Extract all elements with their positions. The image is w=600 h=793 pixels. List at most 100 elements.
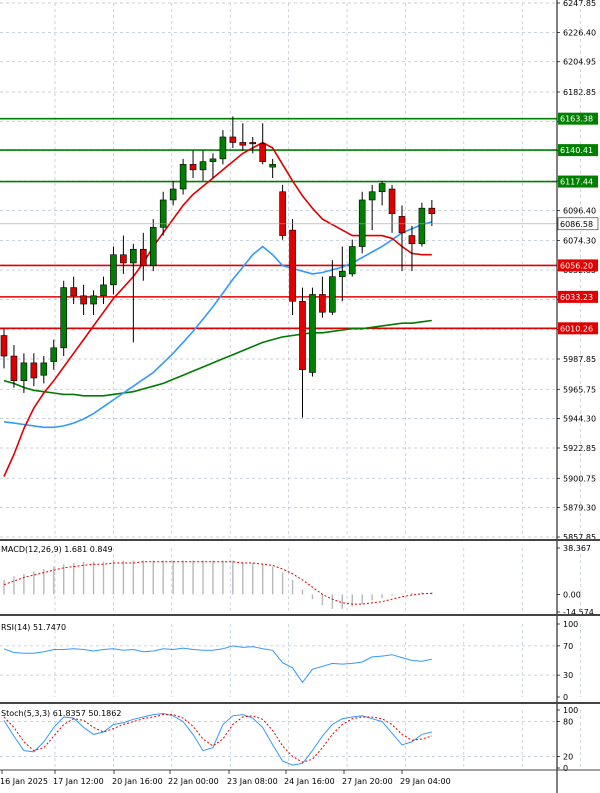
y-tick-label: 5944.30 <box>563 415 596 424</box>
candle <box>159 191 167 236</box>
candle <box>348 239 356 277</box>
level-label: 6117.44 <box>560 178 593 187</box>
y-tick-label: 38.367 <box>563 544 591 553</box>
candle-body <box>90 295 97 305</box>
candle <box>179 158 187 195</box>
x-axis: 16 Jan 2025 17 Jan 12:00 20 Jan 16:00 22 Ja… <box>0 770 451 786</box>
level-label: 6056.20 <box>560 261 593 270</box>
candle <box>10 345 18 388</box>
candle-body <box>179 164 187 190</box>
level-label: 6140.41 <box>560 146 593 155</box>
candle <box>189 150 197 179</box>
candle-body <box>348 246 356 275</box>
y-tick-label: 5922.85 <box>563 444 596 453</box>
candle-body <box>0 335 8 357</box>
stoch-panel: Stoch(5,3,3) 61.8357 50.1862 100 80 20 0 <box>0 706 600 773</box>
macd-label: MACD(12,26,9) 1.681 0.849 <box>1 545 113 554</box>
y-tick-label: 6204.95 <box>563 58 596 67</box>
candle <box>289 219 296 315</box>
candle <box>120 235 127 274</box>
candle-body <box>80 295 87 305</box>
candle-body <box>30 362 38 379</box>
y-tick-label: 6182.85 <box>563 88 596 97</box>
candle-body <box>120 254 127 264</box>
candle-body <box>100 284 107 297</box>
candle-body <box>249 142 257 145</box>
level-label: 6033.23 <box>560 293 593 302</box>
candle-body <box>259 143 267 162</box>
candle-body <box>60 287 68 349</box>
macd-signal-line <box>3 561 432 605</box>
candle <box>329 260 336 315</box>
candle <box>368 184 376 231</box>
candle <box>199 150 207 181</box>
candle-body <box>239 142 247 146</box>
candle <box>428 199 436 226</box>
candle <box>338 246 346 302</box>
candle <box>398 205 406 272</box>
candle-body <box>368 191 376 201</box>
stoch-signal-line <box>3 714 432 763</box>
level-tag <box>558 290 598 303</box>
candle-body <box>209 158 217 162</box>
candle-body <box>229 136 237 143</box>
y-tick-label: 100 <box>563 620 578 629</box>
candle <box>219 130 227 165</box>
candle-body <box>130 248 137 264</box>
candle-body <box>299 300 306 371</box>
y-tick-label: 5987.85 <box>563 355 596 364</box>
rsi-label: RSI(14) 51.7470 <box>1 623 66 632</box>
candle <box>299 287 306 418</box>
candle-body <box>199 161 207 171</box>
candle <box>140 232 147 281</box>
candle <box>358 191 366 254</box>
candle <box>100 276 107 305</box>
x-tick-label: 27 Jan 20:00 <box>342 777 393 786</box>
candle-body <box>50 347 58 362</box>
y-tick-label: 0 <box>563 693 568 702</box>
candle <box>408 225 416 272</box>
candle <box>319 276 326 318</box>
candle <box>60 280 68 357</box>
candle <box>110 246 117 295</box>
candle <box>378 180 386 206</box>
current-price-label: 6086.58 <box>560 220 593 229</box>
candle-body <box>358 199 366 247</box>
current-price-tag <box>557 217 599 231</box>
y-tick-label: 80 <box>563 718 573 727</box>
level-tag <box>558 175 598 188</box>
candle <box>30 353 38 387</box>
x-tick-label: 16 Jan 2025 <box>0 777 48 786</box>
y-tick-label: 100 <box>563 706 578 715</box>
ma-long-line <box>3 319 432 397</box>
y-tick-label: 6096.40 <box>563 206 596 215</box>
candle-body <box>169 188 177 201</box>
candle <box>418 202 426 247</box>
candle-body <box>110 254 117 286</box>
candle <box>279 184 286 240</box>
candle <box>20 353 28 394</box>
candle-body <box>398 216 406 234</box>
candle-body <box>338 270 346 277</box>
candle <box>259 123 267 165</box>
candle <box>269 158 276 179</box>
candle-body <box>149 227 157 266</box>
y-tick-label: -14.574 <box>563 608 594 617</box>
y-tick-label: 5857.85 <box>563 533 596 542</box>
candle-body <box>70 287 77 297</box>
level-tag <box>558 144 598 157</box>
candle <box>0 328 8 369</box>
level-tag <box>558 322 598 335</box>
candle <box>90 290 97 315</box>
rsi-line <box>3 645 432 684</box>
candle <box>309 287 316 377</box>
candle-body <box>289 229 296 302</box>
candle-body <box>189 164 197 171</box>
stoch-main-line <box>3 712 432 766</box>
y-tick-label: 5965.75 <box>563 385 596 394</box>
x-tick-label: 20 Jan 16:00 <box>112 777 163 786</box>
candle-body <box>388 188 396 214</box>
candle-body <box>418 207 426 245</box>
candle-body <box>279 191 286 236</box>
